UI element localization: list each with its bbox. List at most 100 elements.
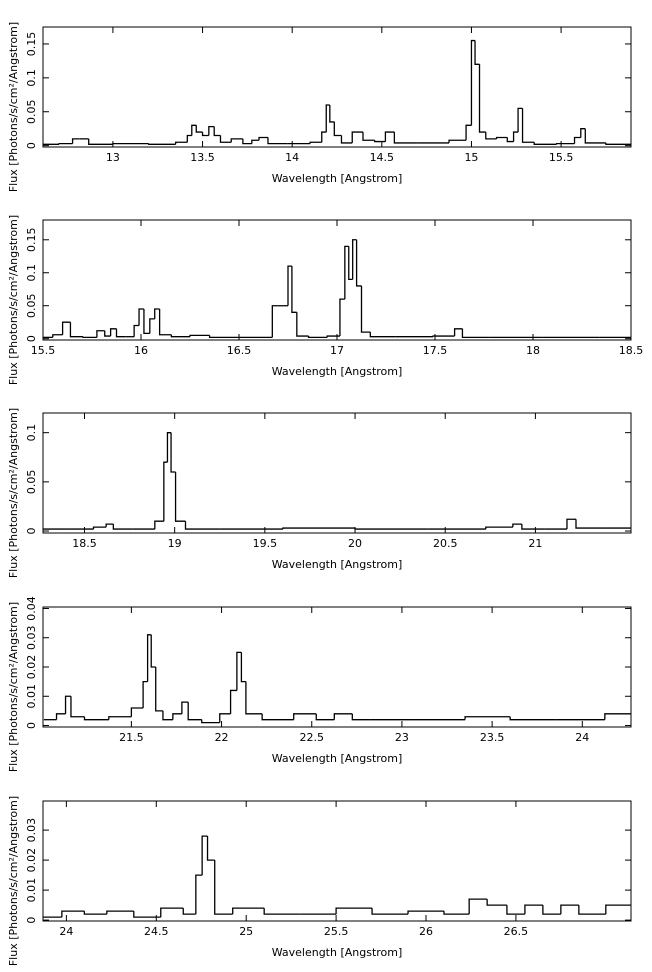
spectrum bbox=[43, 634, 631, 724]
x-axis-title: Wavelength [Angstrom] bbox=[272, 752, 403, 765]
flux-bin bbox=[509, 716, 556, 721]
flux-bin bbox=[560, 904, 579, 915]
x-tick-label: 23.5 bbox=[480, 731, 505, 744]
flux-bin bbox=[88, 138, 113, 145]
x-tick-label: 14.5 bbox=[370, 151, 395, 164]
spectrum bbox=[43, 39, 631, 145]
flux-bin bbox=[351, 713, 371, 721]
flux-bin bbox=[371, 908, 409, 915]
x-tick-label: 24 bbox=[59, 925, 73, 938]
x-tick-label: 13.5 bbox=[190, 151, 215, 164]
flux-bin bbox=[512, 523, 522, 528]
panel: 24 24.5 25 25.5 26 26.5 0 0.01 0.02 0.03 Wavelengt… bbox=[7, 796, 632, 966]
flux-bin bbox=[533, 142, 557, 145]
flux-bin bbox=[170, 334, 190, 338]
flux-bin bbox=[339, 298, 345, 337]
flux-bin bbox=[201, 719, 220, 724]
flux-bin bbox=[148, 143, 176, 145]
flux-bin bbox=[321, 131, 327, 143]
flux-bin bbox=[461, 328, 490, 339]
flux-bin bbox=[506, 137, 514, 143]
x-tick-label: 16 bbox=[134, 344, 148, 357]
y-tick-label: 0.02 bbox=[25, 655, 38, 680]
flux-bin bbox=[175, 141, 188, 145]
flux-bin bbox=[335, 907, 373, 915]
flux-bin bbox=[468, 898, 488, 915]
x-tick-label: 13 bbox=[106, 151, 120, 164]
flux-bin bbox=[485, 132, 497, 140]
flux-bin bbox=[464, 716, 511, 720]
flux-bin bbox=[307, 336, 328, 339]
flux-bin bbox=[236, 651, 242, 691]
flux-bin bbox=[296, 312, 309, 337]
flux-bin bbox=[355, 239, 362, 287]
flux-bin bbox=[443, 911, 470, 915]
x-tick-label: 21.5 bbox=[119, 731, 144, 744]
flux-bin bbox=[69, 322, 84, 338]
flux-bin bbox=[287, 265, 292, 306]
x-tick-label: 17.5 bbox=[423, 344, 448, 357]
flux-bin bbox=[242, 138, 252, 145]
flux-bin bbox=[293, 713, 317, 720]
y-tick-label: 0.03 bbox=[25, 818, 38, 843]
panel: 13 13.5 14 14.5 15 15.5 0 0.05 0.1 0.15 Wavelength… bbox=[7, 22, 632, 192]
flux-bin bbox=[326, 335, 340, 338]
x-tick-label: 21 bbox=[528, 537, 542, 550]
y-tick-label: 0.02 bbox=[25, 848, 38, 873]
x-tick-label: 19 bbox=[168, 537, 182, 550]
y-tick-label: 0.1 bbox=[25, 424, 38, 442]
flux-bin bbox=[573, 136, 581, 144]
x-axis-title: Wavelength [Angstrom] bbox=[272, 946, 403, 959]
flux-bin bbox=[58, 142, 73, 145]
flux-bin bbox=[61, 910, 85, 918]
flux-bin bbox=[465, 124, 472, 141]
flux-bin bbox=[191, 124, 197, 136]
y-tick-label: 0.04 bbox=[25, 596, 38, 621]
panel: 21.5 22 22.5 23 23.5 24 0 0.01 0.02 0.03 0.04 Wavel… bbox=[7, 596, 632, 772]
flux-bin bbox=[112, 524, 133, 530]
flux-bin bbox=[333, 713, 353, 720]
flux-bin bbox=[352, 239, 357, 280]
flux-bin bbox=[96, 330, 105, 338]
flux-bin bbox=[263, 908, 301, 915]
y-axis-title: Flux [Photons/s/cm²/Angstrom] bbox=[7, 796, 20, 966]
flux-bin bbox=[369, 332, 396, 338]
flux-bin bbox=[282, 527, 356, 530]
flux-bin bbox=[154, 520, 164, 530]
x-tick-label: 15.5 bbox=[31, 344, 56, 357]
x-tick-label: 25 bbox=[239, 925, 253, 938]
flux-bin bbox=[584, 128, 606, 144]
y-tick-label: 0.05 bbox=[25, 293, 38, 318]
flux-bin bbox=[208, 335, 239, 339]
x-tick-label: 22.5 bbox=[299, 731, 324, 744]
flux-bin bbox=[506, 905, 525, 915]
flux-bin bbox=[181, 701, 189, 714]
flux-bin bbox=[261, 713, 294, 721]
flux-bin bbox=[351, 131, 363, 143]
flux-bin bbox=[580, 128, 586, 138]
x-tick-label: 26 bbox=[419, 925, 433, 938]
x-axis-title: Wavelength [Angstrom] bbox=[272, 172, 403, 185]
flux-bin bbox=[61, 321, 71, 335]
flux-bin bbox=[354, 528, 428, 530]
x-tick-label: 17 bbox=[330, 344, 344, 357]
spectrum bbox=[43, 835, 631, 918]
x-axis-title: Wavelength [Angstrom] bbox=[272, 558, 403, 571]
flux-bin bbox=[373, 140, 386, 143]
flux-bin bbox=[189, 334, 210, 337]
flux-bin bbox=[393, 132, 418, 144]
flux-bin bbox=[240, 652, 246, 683]
flux-bin bbox=[232, 907, 265, 915]
flux-bin bbox=[133, 911, 161, 918]
panel: 18.5 19 19.5 20 20.5 21 0 0.05 0.1 Wavelength [An… bbox=[7, 408, 632, 578]
flux-bin bbox=[208, 126, 215, 136]
flux-bin bbox=[258, 136, 268, 141]
flux-bin bbox=[407, 910, 444, 915]
flux-bin bbox=[605, 904, 631, 915]
flux-bin bbox=[325, 104, 330, 133]
flux-bin bbox=[214, 860, 233, 915]
flux-bin bbox=[512, 131, 519, 142]
flux-bin bbox=[108, 716, 132, 720]
